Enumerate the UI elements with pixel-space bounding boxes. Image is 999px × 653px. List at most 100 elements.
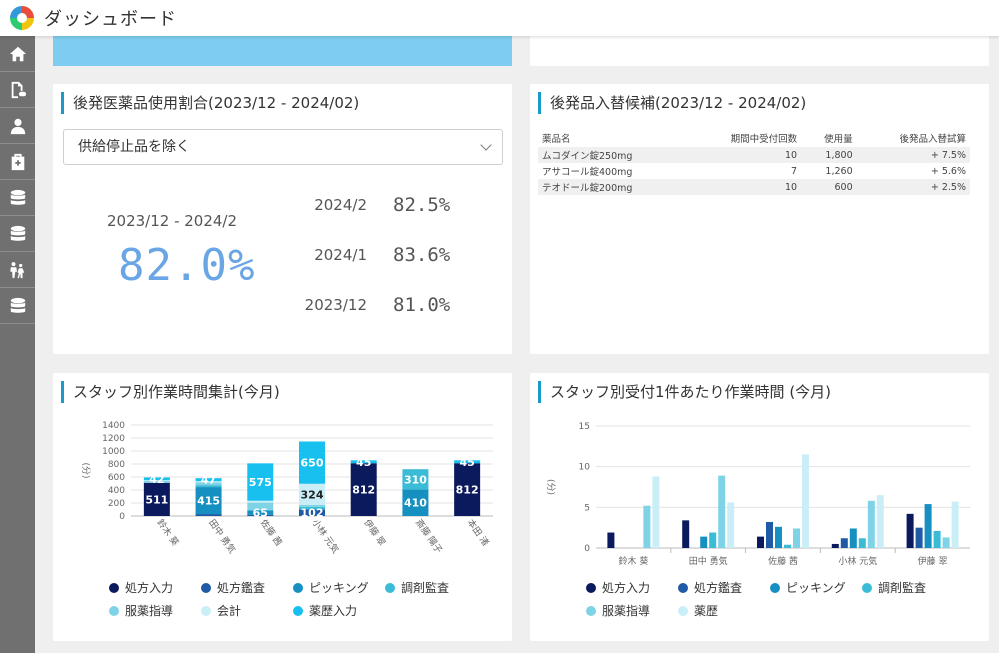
bar-segment <box>143 477 170 481</box>
select-value: 供給停止品を除く <box>78 139 190 155</box>
data-label: 45 <box>459 456 474 469</box>
usage-amount: 600 <box>834 181 853 193</box>
y-tick-label: 5 <box>584 503 590 513</box>
legend-swatch <box>385 582 395 593</box>
y-tick-label: 1400 <box>102 421 125 431</box>
legend-item[interactable]: 調剤監査 <box>862 579 926 596</box>
home-icon <box>9 46 26 61</box>
legend-item[interactable]: 処方入力 <box>586 579 650 596</box>
bar-segment <box>143 480 170 481</box>
supply-filter-select[interactable]: 供給停止品を除く <box>63 129 503 165</box>
sidebar-item-prescription[interactable] <box>0 72 35 108</box>
legend-swatch <box>201 605 211 616</box>
legend-label: ピッキング <box>786 581 846 595</box>
bar <box>607 532 615 548</box>
legend-swatch <box>293 582 303 593</box>
table-row[interactable]: テオドール錠200mg 10 600 + 2.5% <box>538 179 970 195</box>
period-label: 2023/12 - 2024/2 <box>107 212 238 230</box>
visit-count: 10 <box>784 181 798 193</box>
bar-segment <box>299 506 325 510</box>
legend-swatch <box>586 582 596 593</box>
sidebar-item-family[interactable] <box>0 252 35 288</box>
data-label: 324 <box>301 488 324 501</box>
legend-item[interactable]: 服薬指導 <box>586 602 650 619</box>
person-icon <box>10 118 25 134</box>
bar-segment <box>299 441 325 484</box>
column-header: 後発品入替試算 <box>899 134 966 145</box>
data-label: 812 <box>456 484 479 497</box>
legend-label: 調剤監査 <box>878 581 927 595</box>
legend-item[interactable]: 処方鑑査 <box>678 579 742 596</box>
bar-segment <box>143 480 170 483</box>
legend-item[interactable]: 服薬指導 <box>109 602 173 619</box>
data-label: 812 <box>352 484 375 497</box>
bar-segment <box>247 463 274 501</box>
sidebar-item-patient[interactable] <box>0 108 35 144</box>
x-tick-label: 小林 元気 <box>838 555 877 567</box>
chevron-down-icon <box>480 139 492 151</box>
x-tick-label: 田中 勇気 <box>206 517 238 556</box>
data-label: 45 <box>356 456 371 469</box>
bar <box>867 500 875 548</box>
legend-label: 調剤監査 <box>401 581 450 595</box>
sidebar-item-database-2[interactable] <box>0 216 35 252</box>
sidebar-item-database-1[interactable] <box>0 180 35 216</box>
bar-segment <box>195 482 222 486</box>
x-tick-label: 佐藤 茜 <box>768 555 798 567</box>
generic-replacement-candidates-card: 後発品入替候補(2023/12 - 2024/02) 薬品名 期間中受付回数 使… <box>530 84 989 354</box>
legend-label: 処方鑑査 <box>694 581 743 595</box>
bar <box>718 475 726 548</box>
legend-item[interactable]: 薬歴入力 <box>293 602 357 619</box>
sidebar-item-home[interactable] <box>0 36 35 72</box>
database-icon <box>10 225 25 241</box>
legend-item[interactable]: 調剤監査 <box>385 579 449 596</box>
replacement-estimate: + 2.5% <box>930 181 966 193</box>
grouped-bar-chart: 0 5 10 15 (分) 鈴木 葵 田中 勇気 佐藤 茜 小林 元気 伊藤 翠 <box>545 422 970 567</box>
replacement-estimate: + 5.6% <box>930 165 966 177</box>
bar <box>840 538 848 548</box>
y-tick-label: 1000 <box>102 447 125 457</box>
data-label: 42 <box>149 473 164 486</box>
legend-swatch <box>201 582 211 593</box>
sidebar-item-database-3[interactable] <box>0 288 35 324</box>
bar <box>924 504 932 548</box>
stacked-bar-chart: 0 200 400 600 800 1000 1200 1400 (分) 511 42 鈴木 葵 415… <box>80 421 493 556</box>
month-value: 81.0% <box>393 294 451 316</box>
bar-segment <box>195 487 222 515</box>
legend-item[interactable]: ピッキング <box>770 579 846 596</box>
bar-segment <box>350 463 377 516</box>
x-tick-label: 伊藤 翠 <box>361 517 388 548</box>
x-tick-label: 斎藤 陽子 <box>413 517 445 556</box>
legend-item[interactable]: 会計 <box>201 602 241 619</box>
bar <box>757 536 764 548</box>
drug-name: ムコダイン錠250mg <box>542 151 633 162</box>
legend-item[interactable]: 処方入力 <box>109 579 173 596</box>
legend-swatch <box>770 582 780 593</box>
y-axis-label: (分) <box>80 462 91 478</box>
sidebar <box>0 36 35 653</box>
table-row[interactable]: ムコダイン錠250mg 10 1,800 + 7.5% <box>538 147 970 163</box>
legend-item[interactable]: ピッキング <box>293 579 369 596</box>
legend-swatch <box>678 605 688 616</box>
sidebar-item-medicine-bag[interactable] <box>0 144 35 180</box>
bar <box>766 521 773 548</box>
bar <box>793 528 800 548</box>
database-icon <box>10 189 25 205</box>
app-logo[interactable] <box>10 6 34 30</box>
bar-segment <box>247 510 274 515</box>
data-label: 65 <box>253 507 268 520</box>
y-tick-label: 800 <box>108 460 125 470</box>
column-header: 使用量 <box>824 134 853 145</box>
table-row[interactable]: アサコール錠400mg 7 1,260 + 5.6% <box>538 163 970 179</box>
legend-item[interactable]: 薬歴 <box>678 602 718 619</box>
month-row: 2024/1 83.6% <box>273 240 493 270</box>
document-pill-icon <box>11 81 26 98</box>
x-tick-label: 鈴木 葵 <box>154 517 181 548</box>
bar <box>643 505 651 548</box>
bar-segment <box>454 463 481 516</box>
legend-label: 処方鑑査 <box>217 581 266 595</box>
legend-label: 処方入力 <box>602 581 651 595</box>
x-tick-label: 田中 勇気 <box>689 555 728 567</box>
legend-item[interactable]: 処方鑑査 <box>201 579 265 596</box>
data-label: 575 <box>249 476 272 489</box>
